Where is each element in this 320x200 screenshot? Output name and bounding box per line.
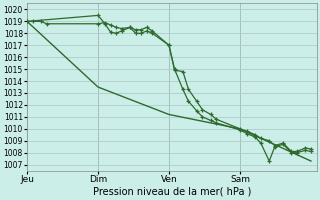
- X-axis label: Pression niveau de la mer( hPa ): Pression niveau de la mer( hPa ): [92, 187, 251, 197]
